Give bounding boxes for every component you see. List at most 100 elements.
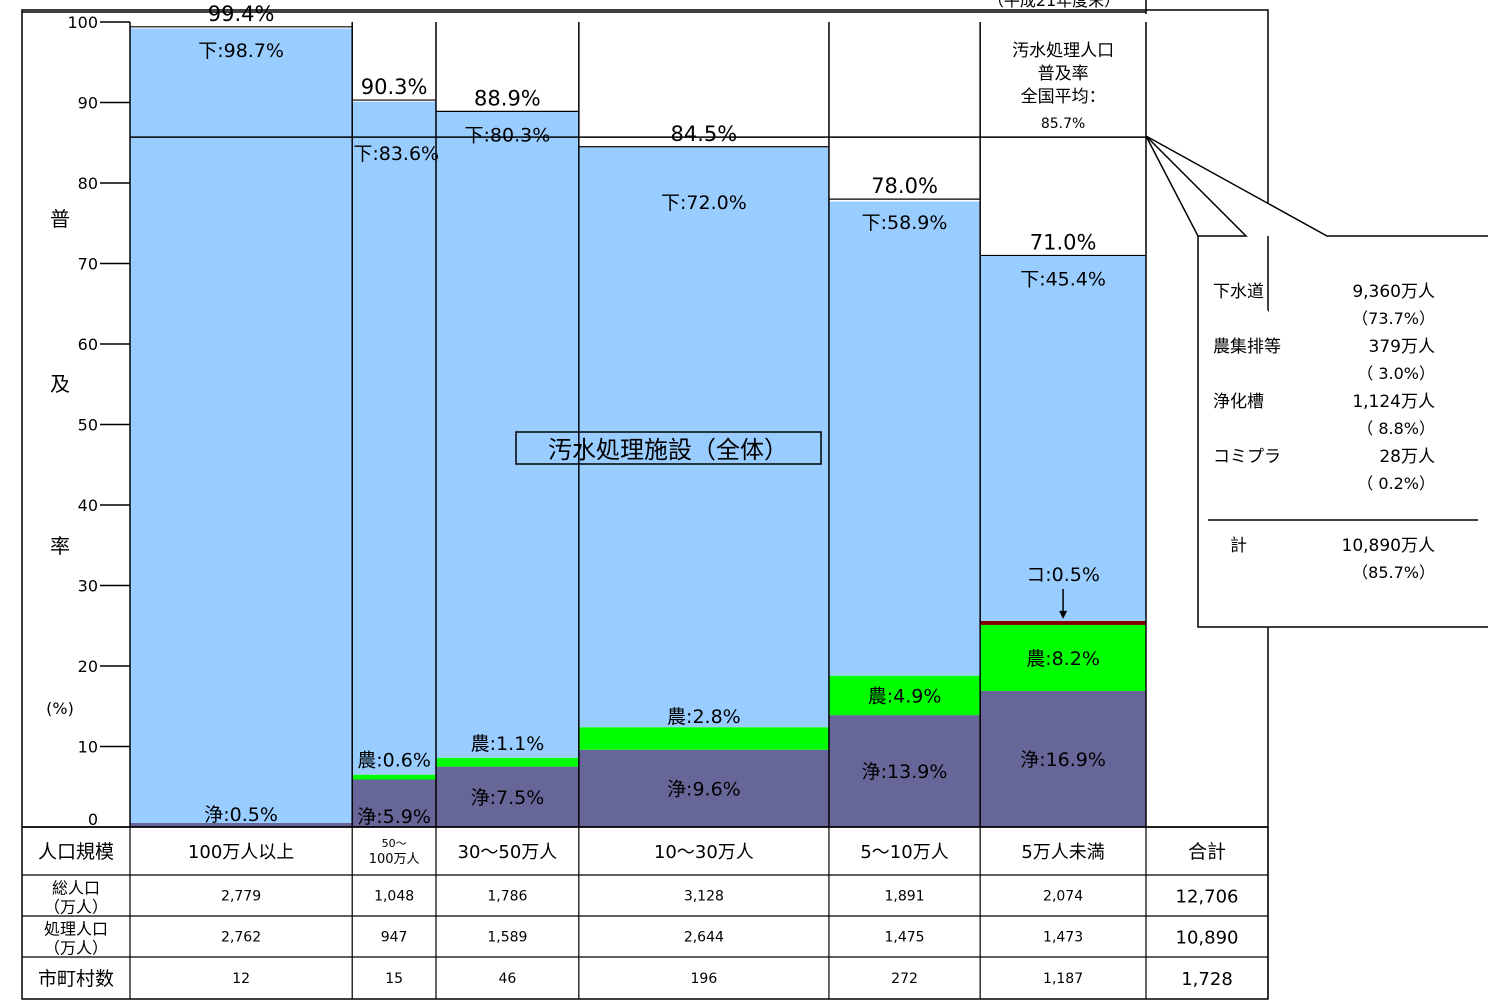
agri-label: 農:4.9% [868, 685, 942, 707]
bar-total-label: 84.5% [671, 122, 738, 146]
fiscal-year-note: （平成21年度末） [988, 0, 1120, 10]
septic-label: 浄:13.9% [862, 761, 948, 783]
y-tick-label: 50 [78, 416, 98, 435]
sewer-label: 下:58.9% [862, 212, 948, 234]
table-header-label: 人口規模 [38, 841, 114, 863]
septic-label: 浄:5.9% [357, 806, 431, 828]
y-tick-label: 40 [78, 496, 98, 515]
national-average-text: 全国平均： [1021, 87, 1106, 107]
agri-label: 農:0.6% [357, 750, 431, 772]
y-axis-label-char: 及 [50, 372, 70, 396]
table-row-label: 総人口 [52, 879, 100, 898]
summary-total-name: 計 [1230, 536, 1247, 556]
y-tick-label: 60 [78, 335, 98, 354]
y-axis-label-char: 率 [50, 534, 70, 558]
sewer-label: 下:98.7% [198, 40, 284, 62]
summary-value: 28万人 [1379, 447, 1435, 467]
summary-value: 1,124万人 [1352, 392, 1435, 412]
y-tick-label: 100 [67, 13, 98, 32]
bar-segment-sewer [352, 101, 437, 775]
bar-segment-agri [578, 727, 829, 750]
category-label: 10～30万人 [654, 842, 754, 863]
bar-segment-sewer [828, 201, 981, 676]
national-average-text: 汚水処理人口 [1012, 41, 1114, 61]
table-total-cell: 1,728 [1181, 969, 1233, 990]
agri-label: 農:1.1% [471, 733, 545, 755]
bars-layer [130, 26, 1146, 827]
table-cell: 947 [381, 930, 408, 946]
bar-total-label: 99.4% [208, 2, 275, 26]
category-label: 100万人 [369, 852, 420, 867]
bar-labels: 99.4% 下:98.7% 浄:0.5% 90.3% 下:83.6% 浄:5.9% 農:0.… [198, 2, 1114, 828]
sewer-label: 下:72.0% [661, 192, 747, 214]
table-cell: 272 [891, 971, 918, 987]
y-axis: 0 10 20 30 40 50 60 70 80 90 100 普及率 (%) [46, 13, 130, 829]
summary-name: 浄化槽 [1213, 392, 1264, 412]
table-row-label: 処理人口 [44, 920, 108, 939]
bar-segment-sewer [436, 111, 579, 758]
table-cell: 1,891 [885, 889, 925, 905]
data-table: 人口規模 100万人以上 50～ 100万人 30～50万人 10～30万人 5～10万人 5… [21, 826, 1269, 1000]
bar-total-label: 78.0% [871, 174, 938, 198]
bar-segment-septic [980, 690, 1146, 827]
category-label: 30～50万人 [458, 842, 558, 863]
septic-label: 浄:7.5% [471, 787, 545, 809]
category-label: 5万人未満 [1021, 842, 1104, 863]
y-tick-label: 0 [88, 810, 98, 829]
y-tick-label: 90 [78, 94, 98, 113]
table-cell: 15 [385, 971, 403, 987]
summary-total-pct: （85.7%） [1352, 563, 1435, 582]
callout-box [1145, 135, 1488, 628]
sewer-label: 下:45.4% [1020, 268, 1106, 290]
summary-callout: 下水道 9,360万人 （73.7%） 農集排等 379万人 （ 3.0%） 浄化槽 1,12… [1145, 135, 1488, 628]
category-label: 100万人以上 [188, 842, 294, 863]
summary-value: 379万人 [1369, 337, 1435, 357]
table-cell: 2,762 [221, 930, 261, 946]
bar-segment-agri [352, 774, 437, 780]
table-cell: 12 [232, 971, 250, 987]
table-cell: 1,048 [374, 889, 414, 905]
national-average-text: 普及率 [1038, 64, 1089, 84]
bar-segment-septic [828, 715, 981, 827]
table-cell: 46 [499, 971, 517, 987]
bar-segment-septic [578, 749, 829, 827]
table-cell: 196 [691, 971, 718, 987]
table-row-label: （万人） [44, 939, 108, 958]
bar-segment-agri [436, 757, 579, 767]
agri-label: 農:2.8% [667, 706, 741, 728]
sewer-label: 下:83.6% [353, 143, 439, 165]
sewer-label: 下:80.3% [465, 124, 551, 146]
frame-layer [21, 0, 1269, 828]
summary-name: 農集排等 [1213, 337, 1281, 357]
summary-pct: （ 0.2%） [1357, 474, 1435, 493]
center-label: 汚水処理施設（全体） [548, 436, 788, 464]
summary-pct: （ 8.8%） [1357, 419, 1435, 438]
y-tick-label: 30 [78, 577, 98, 596]
bar-segment-sewer [980, 255, 1146, 621]
summary-value: 9,360万人 [1352, 282, 1435, 302]
bar-segment-agri [980, 624, 1146, 691]
summary-name: コミプラ [1213, 447, 1281, 467]
septic-label: 浄:16.9% [1020, 749, 1106, 771]
bar-total-label: 90.3% [361, 75, 428, 99]
table-total-header: 合計 [1188, 841, 1226, 863]
table-cell: 2,074 [1043, 889, 1083, 905]
y-tick-label: 70 [78, 255, 98, 274]
y-axis-unit: (%) [46, 699, 74, 718]
table-row-label: 市町村数 [38, 968, 114, 990]
category-label: 50～ [382, 837, 407, 850]
table-cell: 1,475 [885, 930, 925, 946]
table-cell: 2,779 [221, 889, 261, 905]
summary-total-value: 10,890万人 [1342, 536, 1435, 556]
table-total-cell: 12,706 [1176, 887, 1239, 908]
y-tick-label: 20 [78, 657, 98, 676]
table-cell: 1,589 [487, 930, 527, 946]
table-total-cell: 10,890 [1176, 928, 1239, 949]
bar-segment-septic [130, 822, 353, 827]
bar-segment-sewer [130, 28, 353, 823]
table-row-label: （万人） [44, 898, 108, 917]
summary-pct: （ 3.0%） [1357, 364, 1435, 383]
septic-label: 浄:9.6% [667, 778, 741, 800]
table-cell: 2,644 [684, 930, 724, 946]
